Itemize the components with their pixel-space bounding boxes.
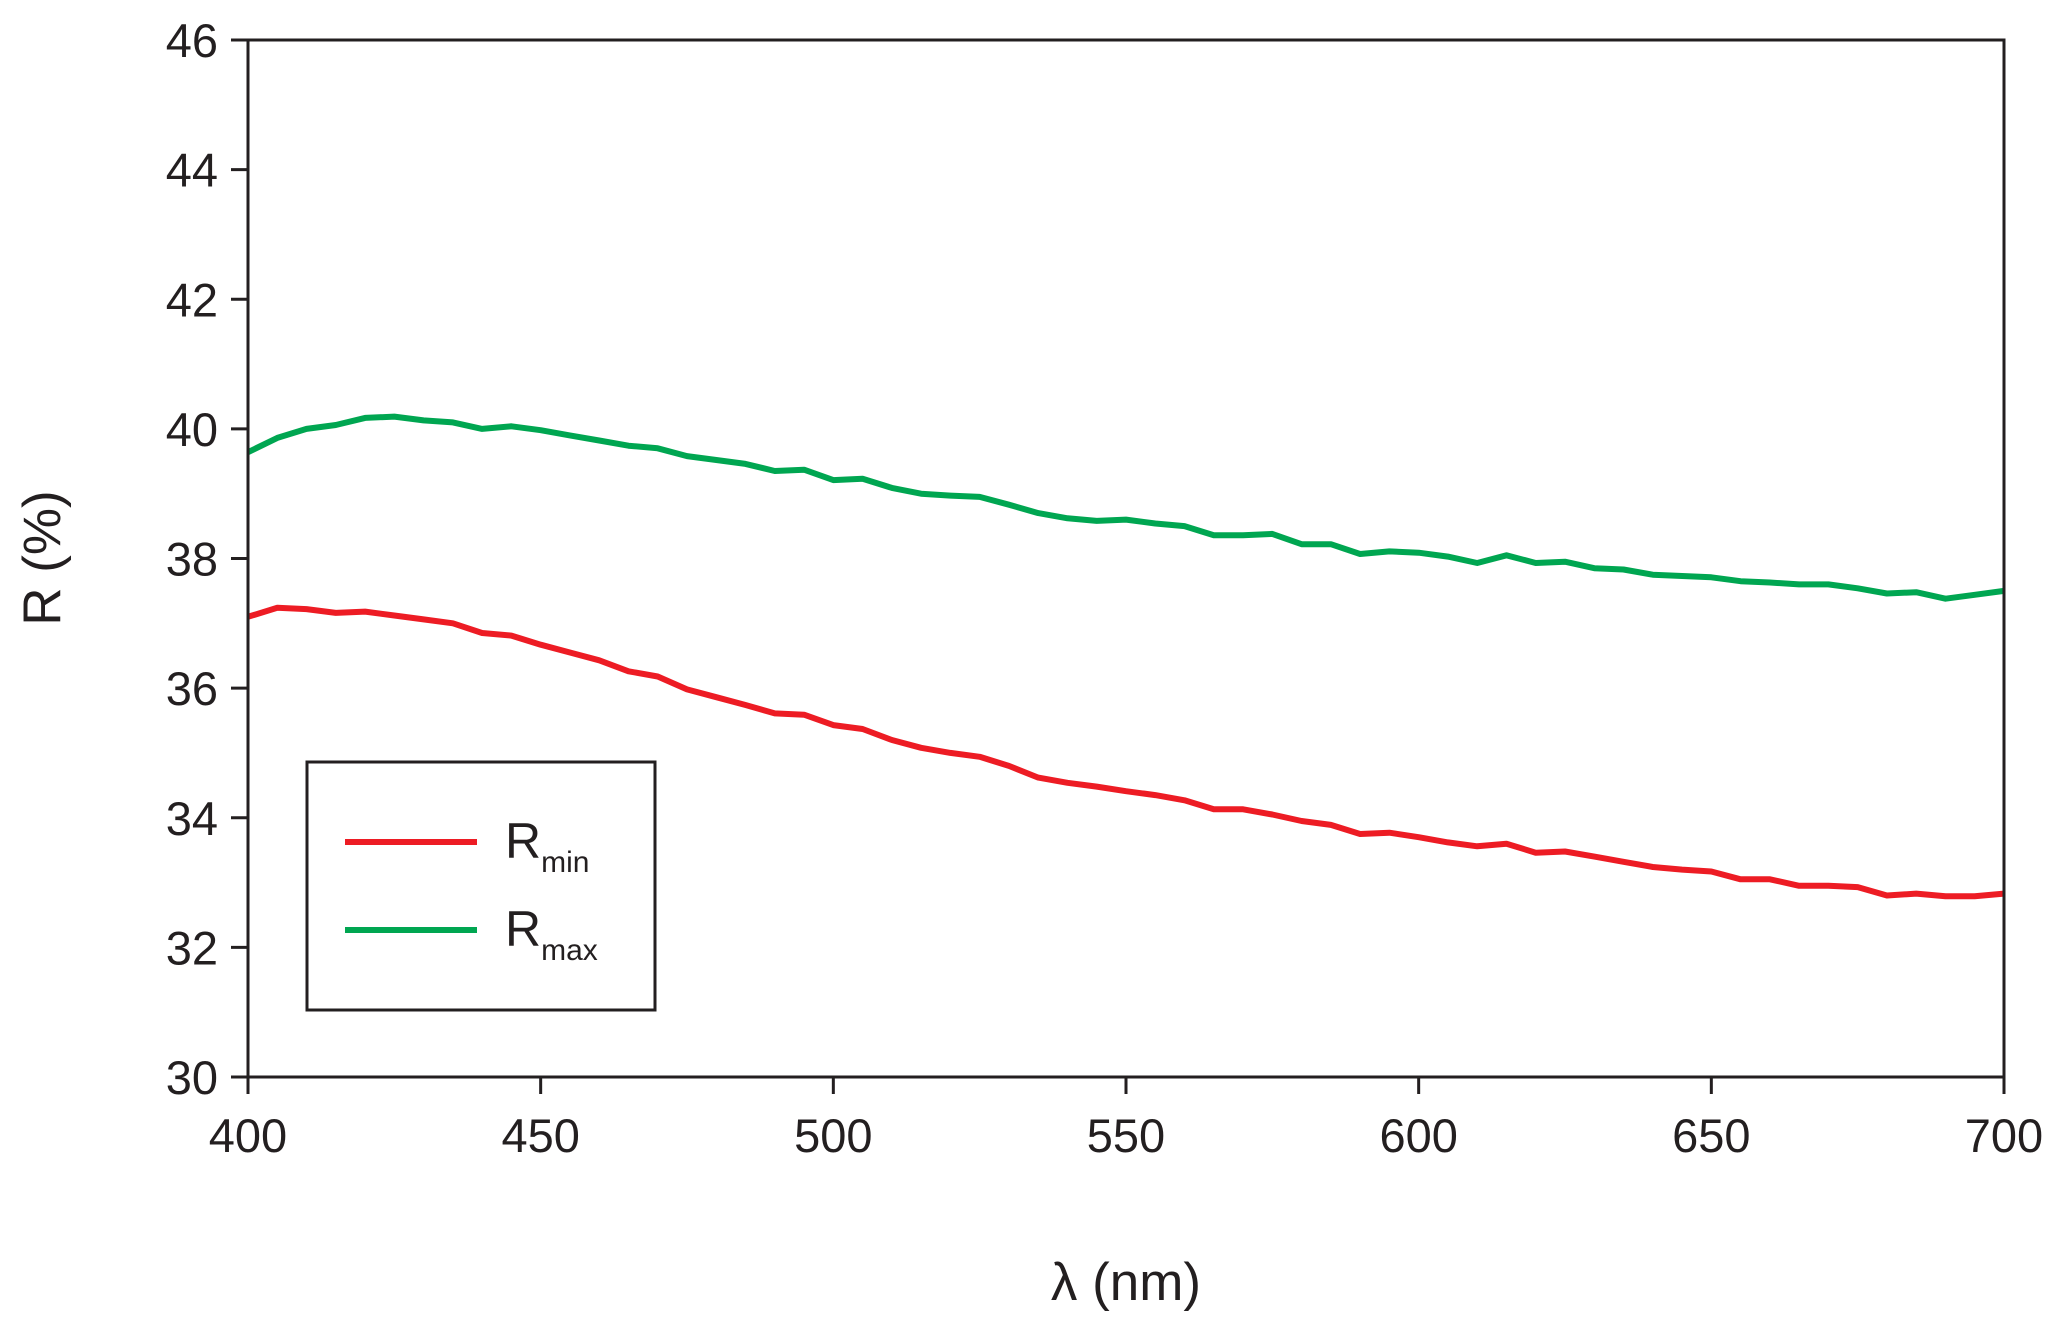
y-tick-label: 42 [166, 273, 218, 326]
y-axis-title: R (%) [13, 490, 72, 625]
x-axis-title: λ (nm) [1051, 1253, 1201, 1312]
axis-ticks: 400 450 500 550 600 650 700 30 32 34 36 38 40 42 44 46 [166, 14, 2043, 1162]
legend-label-rmin: Rmin [505, 813, 589, 879]
y-tick-label: 46 [166, 14, 218, 67]
series-line-rmin [247, 604, 2005, 900]
y-tick-label: 30 [166, 1051, 218, 1104]
x-tick-label: 450 [501, 1109, 579, 1162]
x-tick-label: 700 [1965, 1109, 2043, 1162]
y-tick-label: 36 [166, 662, 218, 715]
x-tick-label: 650 [1672, 1109, 1750, 1162]
y-tick-label: 38 [166, 533, 218, 586]
y-tick-label: 40 [166, 403, 218, 456]
plot-frame [246, 38, 2006, 1079]
x-tick-label: 550 [1087, 1109, 1165, 1162]
y-tick-label: 34 [166, 792, 218, 845]
series-lines [246, 413, 2005, 900]
y-tick-label: 44 [166, 144, 218, 197]
legend-box [305, 760, 657, 1012]
x-tick-label: 400 [209, 1109, 287, 1162]
x-tick-label: 500 [794, 1109, 872, 1162]
legend: Rmin Rmax [305, 760, 657, 1012]
series-line-rmax [246, 413, 2005, 602]
y-tick-label: 32 [166, 921, 218, 974]
legend-label-rmax: Rmax [505, 901, 598, 967]
x-tick-label: 600 [1379, 1109, 1457, 1162]
